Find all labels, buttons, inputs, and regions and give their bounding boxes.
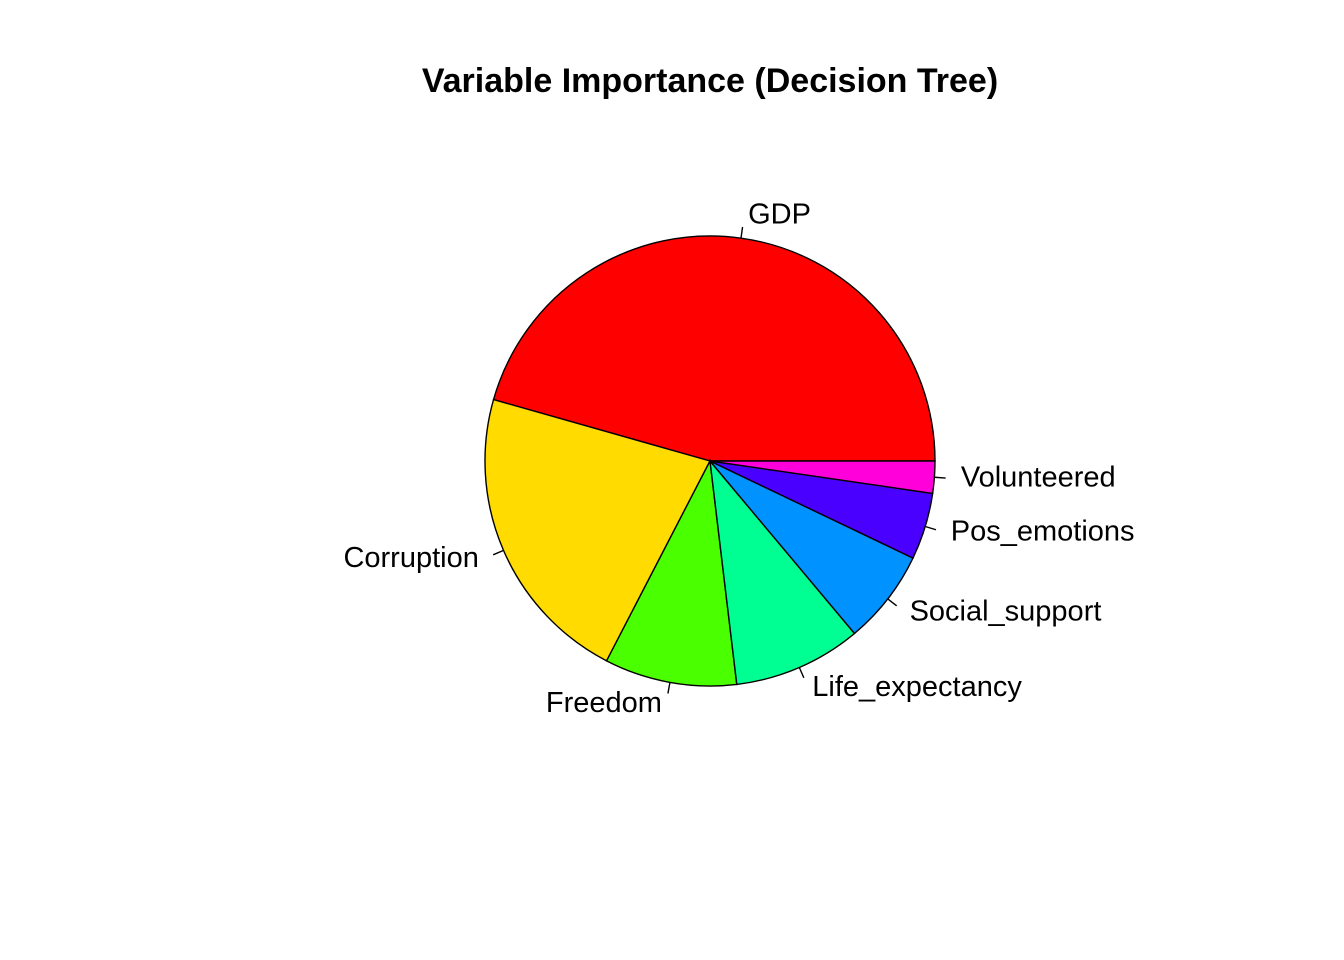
label-tick-volunteered [934, 476, 946, 479]
pie-label-social-support: Social_support [910, 595, 1102, 627]
pie-slice-freedom [605, 458, 738, 687]
pie-label-volunteered: Volunteered [961, 462, 1116, 494]
pie-slices [484, 235, 936, 687]
label-tick-social-support [887, 598, 898, 607]
pie-label-freedom: Freedom [546, 687, 662, 719]
pie-slice-corruption [484, 398, 712, 662]
pie-slice-gdp [492, 235, 936, 462]
label-tick-freedom [667, 682, 671, 694]
pie-label-ticks [492, 226, 946, 694]
pie-label-life-expectancy: Life_expectancy [812, 671, 1022, 703]
pie-label-gdp: GDP [748, 199, 811, 231]
label-tick-pos-emotions [925, 525, 937, 531]
label-tick-gdp [740, 226, 744, 239]
pie-labels: GDP Corruption Freedom Life_expectancy Socia… [343, 199, 1134, 720]
pie-slice-life-expectancy [709, 458, 856, 686]
label-tick-life-expectancy [798, 667, 805, 679]
pie-label-pos-emotions: Pos_emotions [951, 516, 1135, 548]
label-tick-corruption [492, 549, 504, 556]
pie-label-corruption: Corruption [343, 542, 478, 574]
chart-title: Variable Importance (Decision Tree) [422, 62, 998, 100]
